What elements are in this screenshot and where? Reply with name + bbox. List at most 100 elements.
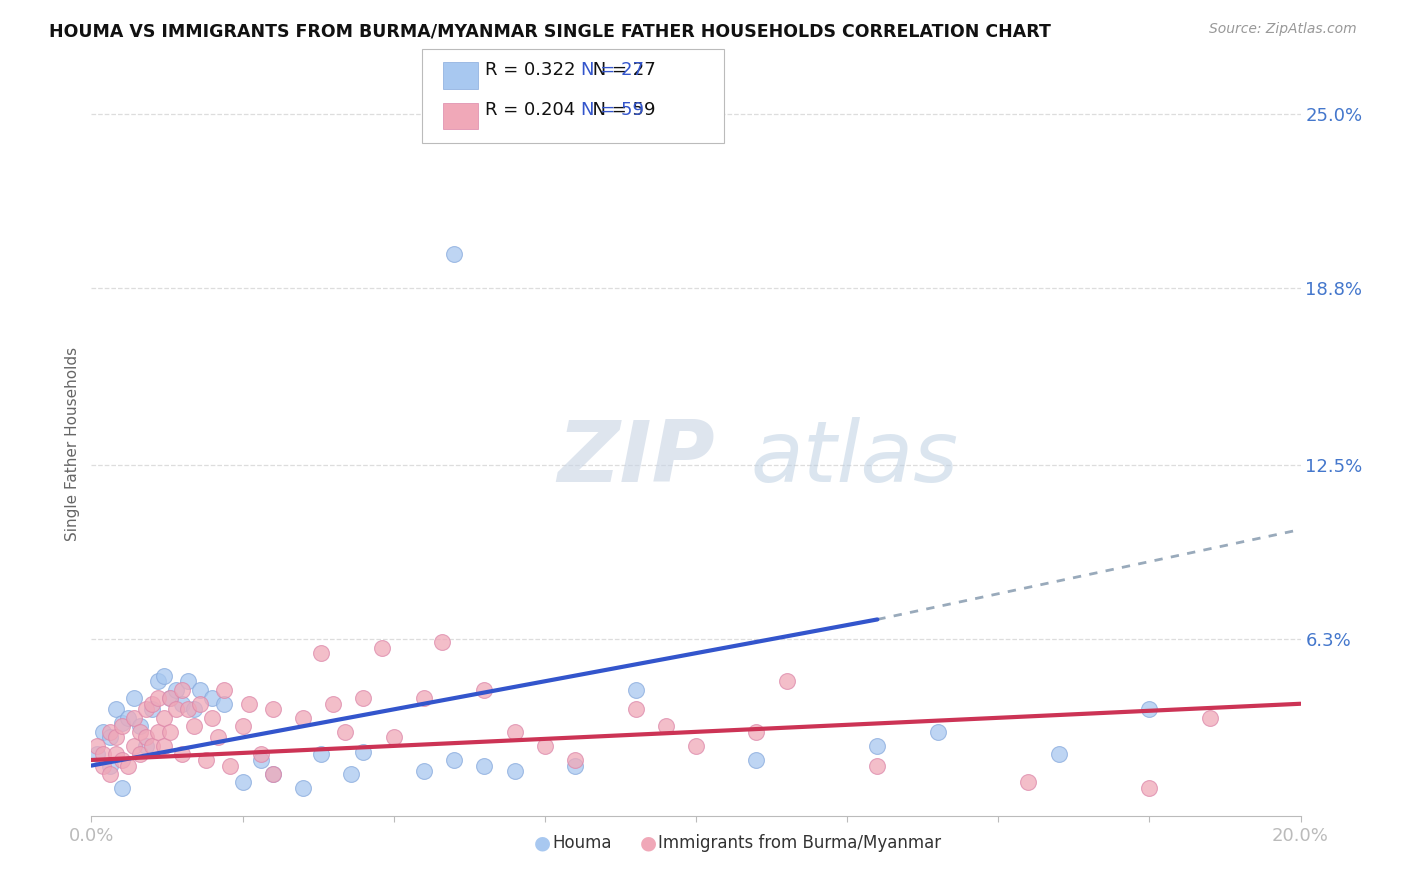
Point [111, 780, 132, 795]
Point [159, 724, 181, 739]
Point [370, 640, 392, 655]
Point [927, 724, 949, 739]
Point [183, 719, 205, 733]
Point [335, 724, 357, 739]
Point [472, 758, 495, 772]
Point [654, 719, 676, 733]
Point [1047, 747, 1070, 762]
Point [443, 247, 465, 261]
Point [624, 682, 647, 697]
Point [219, 758, 242, 772]
Point [122, 739, 145, 753]
Point [866, 758, 889, 772]
Text: ●: ● [640, 833, 657, 853]
Point [98, 731, 121, 745]
Point [111, 719, 132, 733]
Point [352, 745, 374, 759]
Point [352, 691, 374, 706]
Point [111, 753, 132, 767]
Point [117, 758, 139, 772]
Point [413, 764, 436, 779]
Point [93, 758, 115, 772]
Point [135, 739, 157, 753]
Point [1139, 702, 1161, 716]
Point [503, 764, 526, 779]
Point [430, 635, 453, 649]
Point [177, 674, 200, 689]
Text: Houma: Houma [553, 834, 612, 852]
Point [188, 682, 211, 697]
Point [533, 739, 555, 753]
Point [745, 753, 768, 767]
Point [745, 724, 768, 739]
Point [1139, 780, 1161, 795]
Point [231, 719, 253, 733]
Text: Immigrants from Burma/Myanmar: Immigrants from Burma/Myanmar [658, 834, 941, 852]
Point [93, 747, 115, 762]
Point [472, 682, 495, 697]
Point [98, 724, 121, 739]
Point [172, 697, 194, 711]
Point [207, 731, 229, 745]
Point [104, 702, 127, 716]
Point [503, 724, 526, 739]
Point [111, 716, 132, 731]
Point [249, 753, 271, 767]
Point [165, 682, 187, 697]
Point [262, 702, 284, 716]
Point [135, 702, 157, 716]
Point [238, 697, 260, 711]
Point [564, 753, 586, 767]
Point [93, 724, 115, 739]
Point [201, 711, 224, 725]
Y-axis label: Single Father Households: Single Father Households [65, 347, 80, 541]
Point [172, 682, 194, 697]
Point [128, 719, 150, 733]
Point [146, 691, 169, 706]
Point [141, 697, 163, 711]
Text: N = 59: N = 59 [581, 101, 644, 119]
Text: Source: ZipAtlas.com: Source: ZipAtlas.com [1209, 22, 1357, 37]
Point [153, 739, 176, 753]
Point [128, 747, 150, 762]
Point [86, 739, 108, 753]
Point [172, 747, 194, 762]
Point [624, 702, 647, 716]
Point [122, 711, 145, 725]
Point [188, 697, 211, 711]
Text: HOUMA VS IMMIGRANTS FROM BURMA/MYANMAR SINGLE FATHER HOUSEHOLDS CORRELATION CHAR: HOUMA VS IMMIGRANTS FROM BURMA/MYANMAR S… [49, 22, 1052, 40]
Point [86, 747, 108, 762]
Point [231, 775, 253, 789]
Text: ZIP: ZIP [557, 417, 714, 500]
Point [201, 691, 224, 706]
Point [292, 711, 315, 725]
Point [443, 753, 465, 767]
Point [117, 711, 139, 725]
Point [309, 646, 332, 660]
Point [214, 682, 236, 697]
Text: atlas: atlas [751, 417, 959, 500]
Point [104, 747, 127, 762]
Point [564, 758, 586, 772]
Point [159, 691, 181, 706]
Point [146, 674, 169, 689]
Text: R = 0.322   N = 27: R = 0.322 N = 27 [485, 61, 655, 78]
Point [340, 767, 363, 781]
Point [153, 711, 176, 725]
Point [262, 767, 284, 781]
Point [128, 724, 150, 739]
Point [866, 739, 889, 753]
Point [141, 739, 163, 753]
Point [146, 724, 169, 739]
Point [177, 702, 200, 716]
Point [776, 674, 799, 689]
Point [122, 691, 145, 706]
Point [685, 739, 707, 753]
Point [141, 702, 163, 716]
Point [309, 747, 332, 762]
Point [262, 767, 284, 781]
Point [165, 702, 187, 716]
Point [413, 691, 436, 706]
Text: N = 27: N = 27 [581, 61, 644, 78]
Point [292, 780, 315, 795]
